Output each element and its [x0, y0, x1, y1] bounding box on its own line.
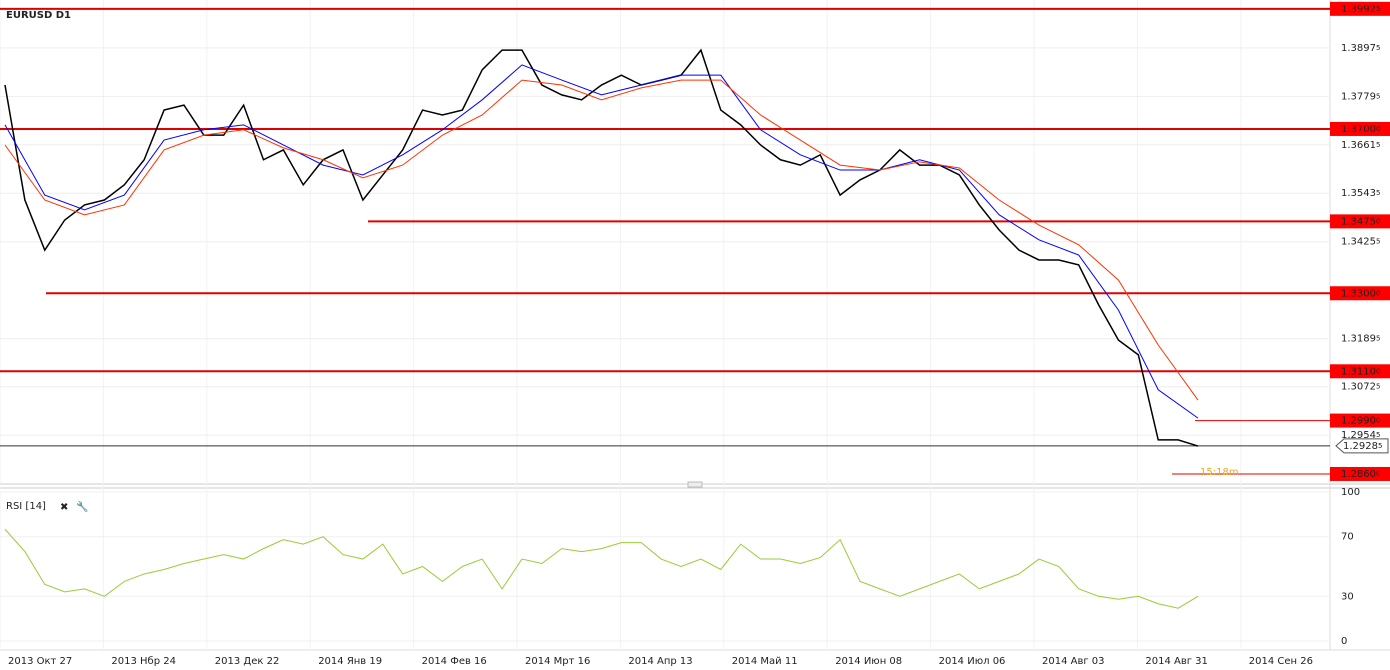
x-tick-label: 2013 Дек 22: [215, 656, 280, 667]
y-tick-label: 1.31895: [1341, 334, 1380, 345]
x-tick-label: 2014 Мрт 16: [525, 656, 590, 667]
level-label-box: [1330, 1, 1390, 16]
level-label-box: [1330, 121, 1390, 136]
y-tick-label: 100: [1341, 487, 1360, 498]
y-tick-label: 1.35435: [1341, 188, 1380, 199]
settings-icon[interactable]: 🔧: [76, 500, 88, 513]
indicator-title: RSI [14]: [6, 501, 46, 512]
x-tick-label: 2013 Нбр 24: [111, 656, 176, 667]
current-price-box: [1335, 438, 1389, 454]
level-label: 1.29900: [1341, 416, 1380, 427]
y-tick-label: 30: [1341, 591, 1354, 602]
y-tick-label: 1.30725: [1341, 382, 1380, 393]
x-tick-label: 2014 Авг 31: [1145, 656, 1208, 667]
rsi-line: [4, 528, 1199, 609]
bar-timer: 15:18m: [1200, 467, 1239, 478]
x-tick-label: 2014 Авг 03: [1042, 656, 1105, 667]
x-tick-label: 2014 Июл 06: [939, 656, 1006, 667]
level-label: 1.33000: [1341, 288, 1380, 299]
resize-handle[interactable]: [687, 481, 703, 488]
level-label-box: [1330, 466, 1390, 481]
level-label: 1.31100: [1341, 366, 1380, 377]
y-tick-label: 70: [1341, 532, 1354, 543]
x-tick-label: 2014 Апр 13: [628, 656, 692, 667]
y-tick-label: 1.29545: [1341, 430, 1380, 441]
level-label: 1.28600: [1341, 469, 1380, 480]
chart-title: EURUSD D1: [6, 10, 71, 21]
x-tick-label: 2014 Фев 16: [422, 656, 487, 667]
x-tick-label: 2014 Июн 08: [835, 656, 902, 667]
y-tick-label: 1.34255: [1341, 237, 1380, 248]
moving-average: [4, 79, 1199, 401]
moving-average: [4, 64, 1199, 419]
current-price-label: 1.29285: [1343, 441, 1382, 452]
y-tick-label: 1.36615: [1341, 140, 1380, 151]
y-tick-label: 1.37795: [1341, 91, 1380, 102]
level-label: 1.37000: [1341, 124, 1380, 135]
level-label-box: [1330, 286, 1390, 301]
x-tick-label: 2014 Май 11: [732, 656, 798, 667]
x-tick-label: 2014 Сен 26: [1249, 656, 1313, 667]
y-tick-label: 1.38975: [1341, 43, 1380, 54]
level-label-box: [1330, 413, 1390, 428]
y-tick-label: 0: [1341, 636, 1347, 647]
close-icon[interactable]: ✖: [60, 502, 68, 513]
level-label-box: [1330, 364, 1390, 379]
level-label-box: [1330, 214, 1390, 229]
level-label: 1.34750: [1341, 216, 1380, 227]
x-tick-label: 2014 Янв 19: [318, 656, 382, 667]
level-label: 1.39925: [1341, 4, 1380, 15]
x-tick-label: 2013 Окт 27: [8, 656, 72, 667]
